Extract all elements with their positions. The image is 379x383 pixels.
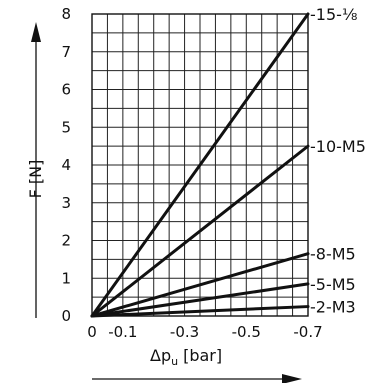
y-tick-label: 2 [61, 232, 71, 250]
x-axis-title-unit: [bar] [183, 346, 222, 365]
x-axis-title: Δpu [bar] [150, 346, 222, 368]
chart-frame [91, 13, 309, 317]
y-axis-title: F [N] [26, 160, 45, 199]
y-axis-title-group: F [N] [26, 22, 45, 318]
series-label: -10-M5 [310, 137, 366, 156]
x-axis-arrow-head [282, 374, 302, 383]
x-tick-label: -0.5 [232, 323, 261, 341]
y-tick-label: 4 [61, 156, 71, 174]
series-label: -8-M5 [310, 245, 356, 264]
x-tick-label: -0.3 [170, 323, 199, 341]
series-line [90, 252, 310, 318]
tick-labels: 0 1 2 3 4 5 6 7 8 0 -0.1 -0.3 -0.5 -0.7 [61, 5, 322, 341]
series-line [90, 282, 310, 318]
x-tick-label: -0.7 [293, 323, 322, 341]
y-tick-label: 6 [61, 81, 71, 99]
x-tick-label: -0.1 [108, 323, 137, 341]
y-tick-label: 0 [61, 307, 71, 325]
series-label: -2-M3 [310, 298, 356, 317]
series-labels: -15-⅛ -10-M5 -8-M5 -5-M5 -2-M3 [310, 5, 366, 317]
plot-border [91, 13, 309, 317]
x-tick-label: 0 [87, 323, 97, 341]
y-tick-label: 1 [61, 269, 71, 287]
series-line [90, 144, 310, 318]
y-tick-label: 7 [61, 43, 71, 61]
series-label: -15-⅛ [310, 5, 357, 24]
x-axis-title-main: Δp [150, 346, 171, 365]
x-axis-title-subscript: u [171, 355, 178, 368]
y-tick-label: 5 [61, 118, 71, 136]
y-axis-arrow-head [31, 22, 41, 42]
series-line [90, 12, 310, 318]
series-line [90, 305, 310, 318]
series-label: -5-M5 [310, 275, 356, 294]
y-tick-label: 3 [61, 194, 71, 212]
x-axis-title-group: Δpu [bar] [92, 346, 302, 383]
series-lines [90, 12, 310, 318]
chart-grid [92, 14, 308, 316]
y-tick-label: 8 [61, 5, 71, 23]
